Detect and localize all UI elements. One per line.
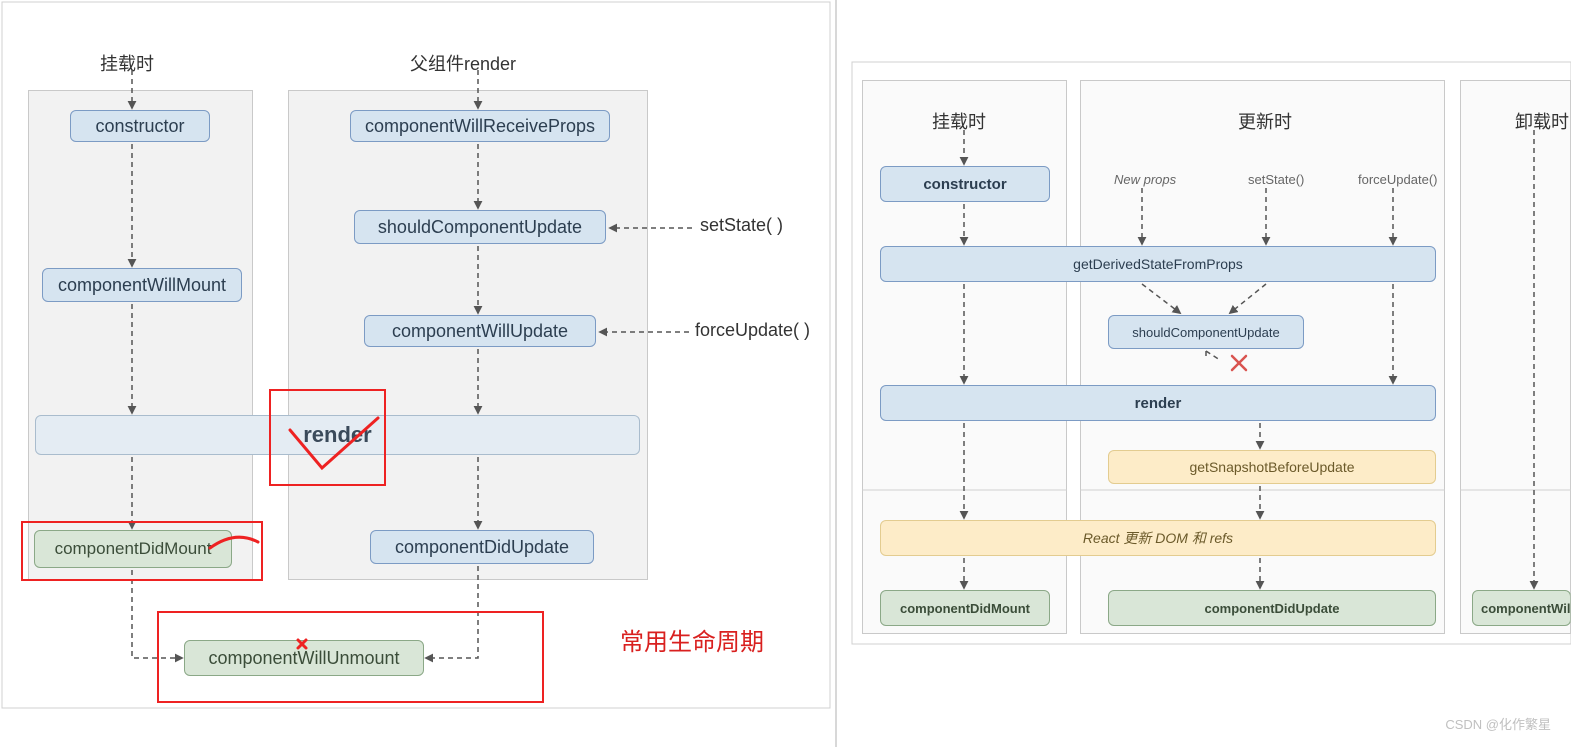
left-mount-header: 挂载时	[100, 50, 154, 76]
r-render: render	[880, 385, 1436, 421]
external-setstate: setState( )	[700, 215, 783, 236]
r-get-snapshot: getSnapshotBeforeUpdate	[1108, 450, 1436, 484]
node-will-receive-props: componentWillReceiveProps	[350, 110, 610, 142]
right-update-header: 更新时	[1238, 108, 1292, 134]
watermark: CSDN @化作繁星	[1445, 714, 1551, 733]
node-will-update: componentWillUpdate	[364, 315, 596, 347]
right-unmount-panel	[1460, 80, 1571, 634]
node-should-update-left: shouldComponentUpdate	[354, 210, 606, 244]
r-should-update: shouldComponentUpdate	[1108, 315, 1304, 349]
r-will-unmount: componentWil	[1472, 590, 1571, 626]
node-will-mount: componentWillMount	[42, 268, 242, 302]
external-forceupdate: forceUpdate( )	[695, 320, 810, 341]
left-mount-panel	[28, 90, 253, 580]
node-will-unmount: componentWillUnmount	[184, 640, 424, 676]
node-constructor: constructor	[70, 110, 210, 142]
r-constructor: constructor	[880, 166, 1050, 202]
trigger-new-props: New props	[1114, 172, 1176, 187]
node-did-update-left: componentDidUpdate	[370, 530, 594, 564]
r-did-mount: componentDidMount	[880, 590, 1050, 626]
annotation-common-lifecycle: 常用生命周期	[620, 622, 764, 657]
node-did-mount: componentDidMount	[34, 530, 232, 568]
node-render-left: render	[35, 415, 640, 455]
r-get-derived: getDerivedStateFromProps	[880, 246, 1436, 282]
left-parent-header: 父组件render	[410, 50, 516, 76]
right-mount-header: 挂载时	[932, 108, 986, 134]
r-did-update: componentDidUpdate	[1108, 590, 1436, 626]
r-react-updates: React 更新 DOM 和 refs	[880, 520, 1436, 556]
trigger-forceupdate: forceUpdate()	[1358, 172, 1437, 187]
trigger-setstate: setState()	[1248, 172, 1304, 187]
right-unmount-header: 卸载时	[1515, 108, 1569, 134]
